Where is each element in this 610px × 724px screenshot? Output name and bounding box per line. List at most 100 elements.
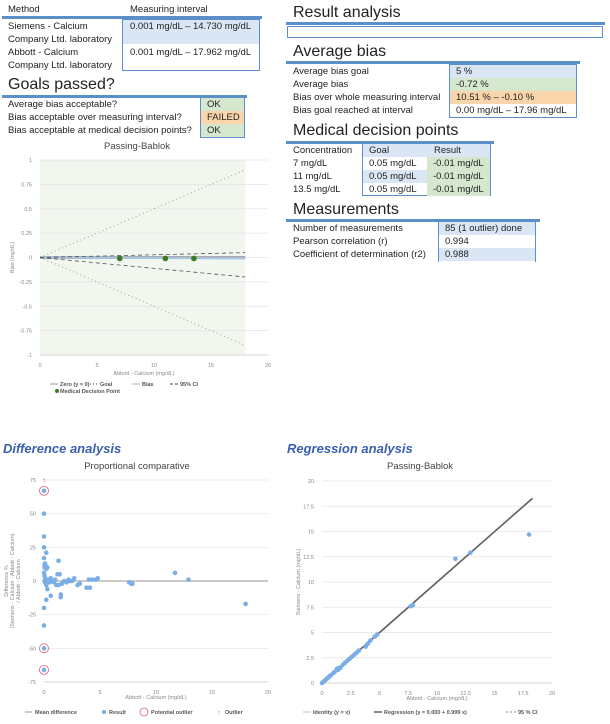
result-point [356,648,362,653]
ci-line-upper [39,252,246,258]
bias-value: 5 % [450,65,576,78]
mdp-result: -0.01 mg/dL [427,170,490,183]
method-name: Siemens - Calcium [8,21,88,32]
y-tick-label: 7.5 [306,605,314,611]
x-tick-label: 2.5 [347,691,355,697]
result-point [368,638,373,643]
chart-title: Passing-Bablok [387,461,453,472]
legend-label: Goal [100,382,113,388]
y-tick-label: 0 [311,681,314,687]
measurement-label: Pearson correlation (r) [293,236,388,247]
y-tick-label: -0.5 [23,304,32,310]
medical-decision-point [117,255,123,262]
y-tick-label: 10 [308,580,314,586]
bias-label: Average bias [293,79,349,90]
potential-outlier-marker [39,485,49,496]
y-tick-label: 12.5 [303,555,314,561]
x-tick-label: 0 [320,691,323,697]
result-point [172,570,178,576]
difference-chart: Proportional comparative7550250-25-50-75… [4,461,271,717]
outlier-arrow-icon: ↑ [42,476,46,485]
method-name: Abbott - Calcium [8,47,79,58]
y-tick-label: 50 [30,512,36,518]
result-point [130,581,135,586]
x-tick-label: 10 [151,363,157,369]
y-tick-label: 0 [33,579,36,585]
result-point [89,577,95,582]
potential-outlier-marker [39,643,49,654]
result-analysis-title: Result analysis [293,4,401,21]
result-point [41,534,47,539]
measurement-value: 0.988 [439,248,535,261]
legend-label: Bias [142,382,154,388]
y-tick-label: 25 [30,545,36,551]
legend-label: Mean difference [35,710,77,716]
bias-label: Bias goal reached at interval [293,105,413,116]
result-point [41,511,47,516]
result-point [243,601,248,607]
x-tick-label: 5 [378,691,381,697]
legend-label: Identity (y = x) [313,710,350,716]
legend-label: Regression (y = 0.000 + 0.999 x) [384,710,467,716]
y-tick-label: -1 [27,353,32,359]
mdp-concentration: 11 mg/dL [293,171,332,182]
mdp-goal: 0.05 mg/dL [369,158,417,169]
goal-status-failed: FAILED [201,111,244,124]
x-axis-label: Abbott - Calcium (mg/dL) [406,696,467,702]
mdp-goal: 0.05 mg/dL [369,184,417,195]
bias-chart: Passing-Bablok 1 0.75 0.5 0.25 0 -0.25 -0.5 -0.7… [10,141,271,395]
y-tick-label: -0.25 [19,280,32,286]
result-point [57,571,62,577]
y-tick-label: 15 [308,530,314,536]
result-point [186,577,191,582]
result-point [41,555,47,561]
y-tick-label: 0.75 [21,182,32,188]
y-tick-label: 0.5 [24,207,32,213]
legend-outlier-icon: ↑ [217,710,221,717]
measurements-title: Measurements [293,201,399,218]
y-axis-label: / Abbott - Calcium [16,559,22,603]
goal-status-ok: OK [201,124,244,137]
y-axis-label: Bias (mg/dL) [10,242,16,273]
result-point [41,488,47,494]
y-tick-label: 1 [29,158,32,164]
measurement-value: 85 (1 outlier) done [439,222,535,235]
x-tick-label: 20 [265,363,271,369]
result-point [77,581,83,586]
y-tick-label: 17.5 [303,504,314,510]
y-tick-label: 5 [311,631,314,637]
goal-label: Average bias acceptable? [8,99,118,110]
y-axis-label: (Siemens - Calcium - Abbott - Calcium) [10,533,16,628]
x-tick-label: 10 [434,691,440,697]
result-point [84,585,89,591]
result-point [526,532,532,537]
measurement-label: Coefficient of determination (r2) [293,249,426,260]
difference-analysis-title: Difference analysis [3,441,122,456]
result-point [41,605,47,611]
potential-outlier-marker [39,664,49,675]
y-tick-label: 0.25 [21,231,32,237]
regression-chart: Passing-Bablok 20 17.5 15 12.5 10 7.5 5 2.5 00 2.5… [296,461,555,716]
legend-potential-outlier-icon [139,707,149,717]
method-header: Method [8,4,40,15]
method-interval: 0.001 mg/dL – 17.962 mg/dL [130,47,252,58]
result-analysis-text [287,26,603,38]
result-point [45,586,50,592]
mdp-header: Goal [363,144,427,157]
x-tick-label: 5 [98,690,101,696]
medical-decision-point [162,255,169,262]
method-lab: Company Ltd. laboratory [8,60,113,71]
legend-label: 95 % CI [518,710,538,716]
chart-title: Proportional comparative [84,461,190,472]
x-tick-label: 15 [209,690,215,696]
x-tick-label: 17.5 [518,691,529,697]
result-point [61,578,67,584]
legend-mdp-icon [55,389,59,393]
method-interval: 0.001 mg/dL – 14.730 mg/dL [130,21,252,32]
mdp-title: Medical decision points [293,122,459,139]
y-tick-label: 20 [308,479,314,485]
x-tick-label: 15 [491,691,497,697]
y-tick-label: 0 [29,256,32,262]
bias-value: -0.72 % [450,78,576,91]
result-point [48,593,54,599]
